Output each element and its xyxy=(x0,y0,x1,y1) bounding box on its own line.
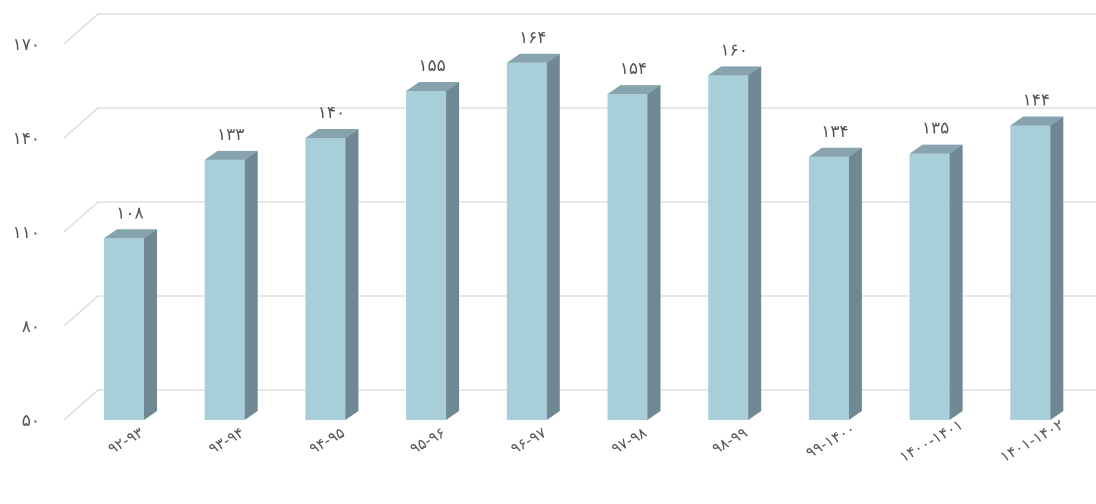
gridline xyxy=(63,201,1096,233)
data-label: ۱۵۵ xyxy=(418,56,445,76)
y-tick-label: ۵۰ xyxy=(22,411,40,431)
data-label: ۱۴۰ xyxy=(318,103,345,123)
bar xyxy=(305,129,359,420)
bar xyxy=(104,229,157,420)
x-tick-label: ۱۴۰۰-۱۴۰۱ xyxy=(896,415,966,466)
data-label: ۱۶۰ xyxy=(720,40,747,60)
bar-front xyxy=(104,238,144,420)
data-label: ۱۴۴ xyxy=(1023,90,1050,110)
bar-front xyxy=(204,159,245,420)
y-tick-label: ۱۱۰ xyxy=(13,223,40,243)
bar-front xyxy=(406,91,447,420)
bar-side xyxy=(647,85,661,420)
data-label: ۱۶۴ xyxy=(519,28,546,48)
bar xyxy=(204,150,258,420)
bar-top xyxy=(204,150,258,160)
bar-top xyxy=(708,66,762,76)
bar-front xyxy=(808,156,849,421)
bar-side xyxy=(546,53,560,421)
bar-top xyxy=(506,53,560,63)
bar-front xyxy=(506,62,547,421)
data-label: ۱۳۵ xyxy=(922,119,949,139)
x-tick-label: ۹۸-۹۹ xyxy=(709,423,751,457)
x-axis-ticks: ۹۲-۹۳ ۹۳-۹۴ ۹۴-۹۵ ۹۵-۹۶ ۹۶-۹۷ ۹۷-۹۸ ۹۸-۹۹ ۹۹-۱۴… xyxy=(105,415,1067,466)
gridline xyxy=(63,295,1096,327)
bar xyxy=(708,66,762,420)
bar-top xyxy=(909,144,963,154)
bar-side xyxy=(244,150,258,420)
bar-side xyxy=(345,129,359,420)
bar xyxy=(406,82,460,420)
bar-side xyxy=(1050,116,1064,420)
bar-top xyxy=(1010,116,1064,126)
bar xyxy=(607,85,661,420)
bar-top xyxy=(104,229,157,239)
data-labels: ۱۰۸ ۱۳۳ ۱۴۰ ۱۵۵ ۱۶۴ ۱۵۴ ۱۶۰ ۱۳۴ ۱۳۵ ۱۴۴ xyxy=(116,28,1050,223)
bar-side xyxy=(144,229,157,420)
bar-front xyxy=(607,94,648,420)
bar-front xyxy=(305,138,346,420)
bar xyxy=(808,147,862,421)
bar xyxy=(506,53,560,421)
bar-top xyxy=(808,147,862,157)
x-tick-label: ۹۲-۹۳ xyxy=(105,423,147,457)
y-tick-label: ۸۰ xyxy=(22,317,40,337)
bar-side xyxy=(949,144,963,420)
bar-top xyxy=(305,129,359,138)
bar xyxy=(909,144,963,420)
bar xyxy=(1010,116,1064,420)
bar-top xyxy=(406,82,460,91)
y-axis-ticks: ۵۰ ۸۰ ۱۱۰ ۱۴۰ ۱۷۰ xyxy=(13,35,40,431)
bars xyxy=(104,53,1064,421)
bar-front xyxy=(708,75,749,420)
gridline xyxy=(63,107,1096,139)
bar-side xyxy=(446,82,460,420)
y-tick-label: ۱۴۰ xyxy=(13,129,40,149)
data-label: ۱۳۳ xyxy=(217,125,244,145)
grid-layer xyxy=(63,13,1096,421)
gridline xyxy=(63,13,1096,45)
x-tick-label: ۹۶-۹۷ xyxy=(508,423,550,457)
x-tick-label: ۱۴۰۱-۱۴۰۲ xyxy=(997,415,1067,466)
bar-side xyxy=(748,66,762,420)
x-tick-label: ۹۹-۱۴۰۰ xyxy=(803,419,859,461)
bar-top xyxy=(607,85,661,95)
x-tick-label: ۹۳-۹۴ xyxy=(205,423,247,457)
y-tick-label: ۱۷۰ xyxy=(13,35,40,55)
bar-front xyxy=(1010,125,1051,420)
data-label: ۱۰۸ xyxy=(116,203,143,223)
x-tick-label: ۹۷-۹۸ xyxy=(608,423,650,457)
data-label: ۱۵۴ xyxy=(620,59,647,79)
x-tick-label: ۹۵-۹۶ xyxy=(407,423,449,457)
data-label: ۱۳۴ xyxy=(821,122,848,142)
bar-front xyxy=(909,153,950,420)
x-tick-label: ۹۴-۹۵ xyxy=(306,423,348,457)
bar-side xyxy=(848,147,862,421)
gridline xyxy=(63,389,1096,421)
